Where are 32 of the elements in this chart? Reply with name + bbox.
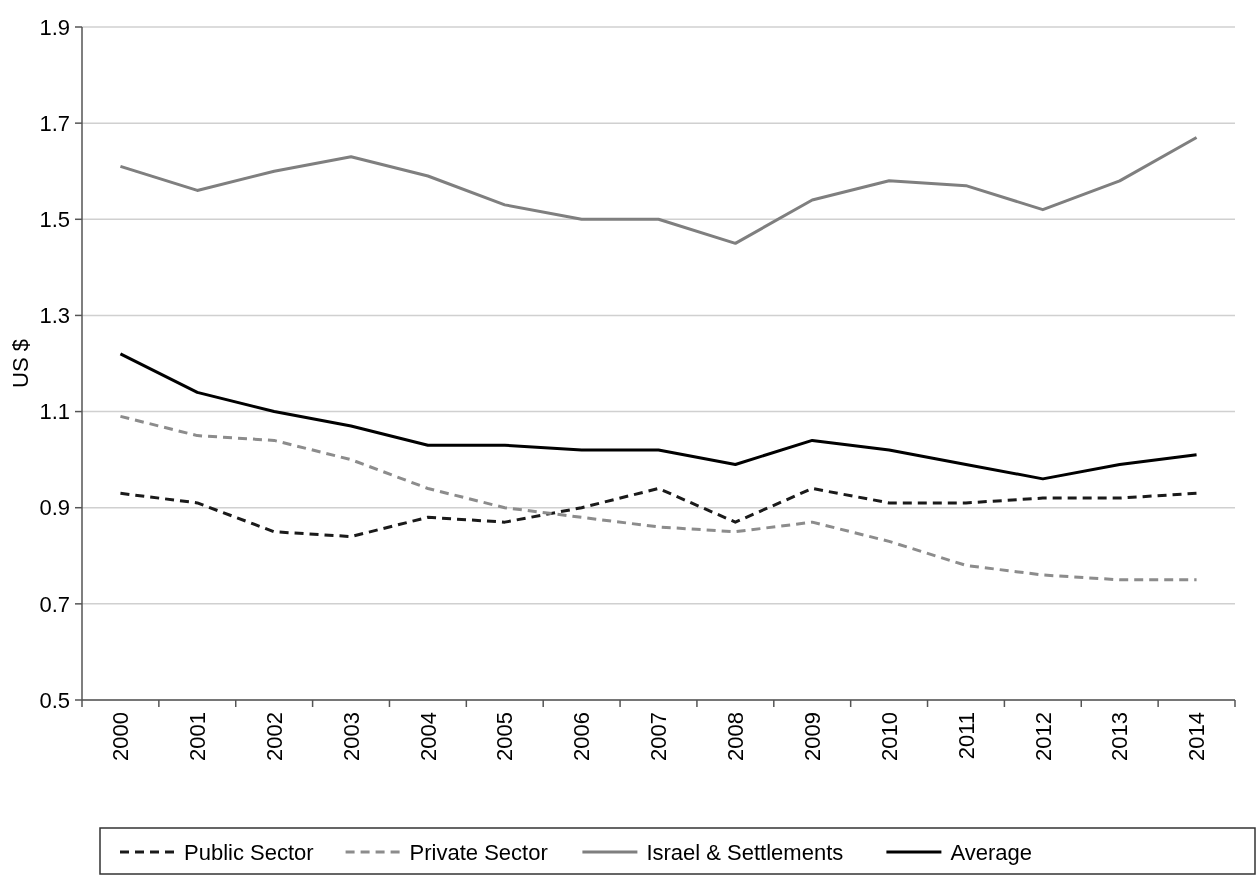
y-tick-label: 1.7 [39,110,70,136]
y-tick-label: 0.7 [39,591,70,617]
x-tick-label: 2007 [646,712,672,761]
x-tick-label: 2004 [415,712,441,761]
x-tick-label: 2003 [338,712,364,761]
x-tick-label: 2006 [569,712,595,761]
x-tick-label: 2010 [876,712,902,761]
x-tick-label: 2008 [723,712,749,761]
y-tick-label: 1.1 [39,399,70,425]
x-tick-label: 2009 [799,712,825,761]
y-tick-label: 0.9 [39,495,70,521]
y-axis-title: US $ [8,339,33,388]
legend-label: Private Sector [409,839,548,865]
x-tick-label: 2011 [953,712,979,760]
y-tick-label: 1.3 [39,303,70,329]
y-tick-label: 0.5 [39,687,70,713]
x-tick-label: 2013 [1107,712,1133,761]
line-series [118,352,1199,481]
y-tick-label: 1.5 [39,206,70,232]
legend-label: Average [950,839,1032,865]
x-tick-label: 2014 [1184,712,1210,761]
line-series [118,486,1199,539]
legend-label: Public Sector [184,839,314,865]
x-tick-label: 2012 [1030,712,1056,761]
legend-label: Israel & Settlements [646,839,844,865]
y-tick-label: 1.9 [39,14,70,40]
x-tick-label: 2005 [492,712,518,761]
line-series [118,136,1199,245]
x-tick-label: 2001 [185,712,210,761]
line-series [118,414,1199,582]
x-tick-label: 2002 [261,712,287,761]
x-tick-label: 2000 [108,712,134,761]
